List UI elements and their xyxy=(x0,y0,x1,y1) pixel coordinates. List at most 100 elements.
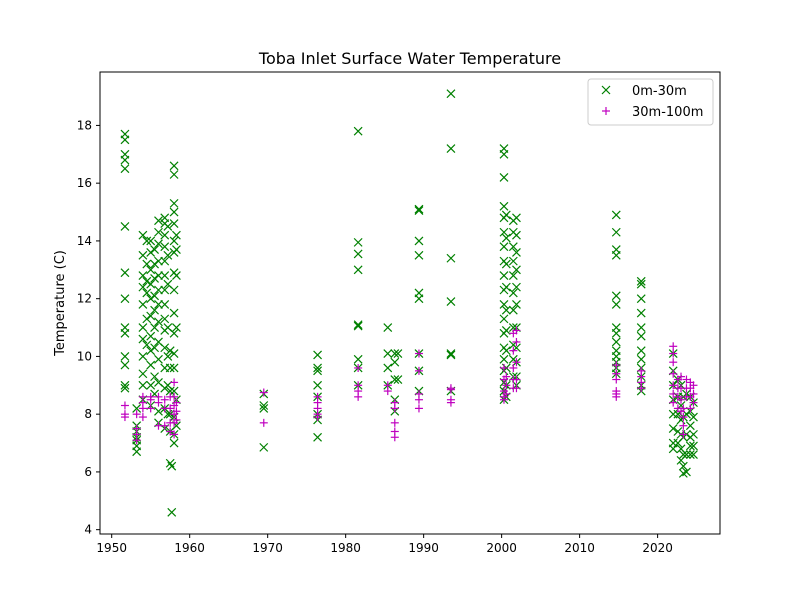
data-point xyxy=(172,323,181,332)
data-point xyxy=(120,413,129,422)
data-point xyxy=(612,392,621,401)
data-point xyxy=(169,349,179,358)
data-point xyxy=(501,210,511,220)
data-point xyxy=(172,245,181,255)
data-point xyxy=(636,276,646,286)
data-point xyxy=(353,265,363,275)
data-point xyxy=(259,403,269,413)
y-tick-label: 4 xyxy=(84,523,92,537)
data-point xyxy=(501,282,511,292)
data-point xyxy=(165,363,175,373)
data-point xyxy=(686,404,695,413)
data-point xyxy=(163,351,173,361)
data-point xyxy=(169,198,179,208)
data-point xyxy=(165,458,175,468)
data-point xyxy=(259,418,268,427)
data-point xyxy=(499,314,509,324)
data-point xyxy=(390,375,400,384)
data-point xyxy=(689,412,698,422)
data-point xyxy=(679,421,688,430)
data-point xyxy=(353,237,363,247)
data-point xyxy=(390,418,399,427)
data-point xyxy=(146,279,156,289)
data-point xyxy=(508,242,518,252)
data-point xyxy=(120,351,130,361)
data-point xyxy=(132,436,141,445)
data-point xyxy=(142,340,152,350)
data-point xyxy=(150,245,160,255)
data-point xyxy=(383,387,392,396)
data-point xyxy=(678,461,688,471)
data-point xyxy=(146,331,156,341)
data-point xyxy=(120,268,130,278)
data-point xyxy=(154,398,163,407)
data-point xyxy=(501,259,511,269)
y-tick-label: 18 xyxy=(77,118,92,132)
data-point xyxy=(414,366,423,375)
data-point xyxy=(172,407,181,416)
data-point xyxy=(154,300,163,309)
data-point xyxy=(313,432,323,442)
data-point xyxy=(611,300,621,309)
data-point xyxy=(313,350,323,360)
data-point xyxy=(354,392,363,401)
data-point xyxy=(142,236,152,246)
data-point xyxy=(499,172,509,182)
data-point xyxy=(689,381,698,390)
data-point xyxy=(383,363,393,373)
data-point xyxy=(611,210,621,220)
data-point xyxy=(682,450,691,460)
data-point xyxy=(138,404,147,413)
data-point xyxy=(636,279,646,289)
data-point xyxy=(689,429,698,439)
data-point xyxy=(150,343,160,353)
data-point xyxy=(160,395,169,404)
data-point xyxy=(669,398,678,407)
data-point xyxy=(636,354,646,364)
data-point xyxy=(502,389,511,398)
x-tick-label: 2010 xyxy=(564,541,595,555)
data-point xyxy=(154,317,163,327)
data-point xyxy=(172,398,181,407)
data-point xyxy=(685,450,695,460)
data-point xyxy=(154,239,163,249)
data-point xyxy=(353,126,363,136)
data-point xyxy=(160,242,170,252)
data-point xyxy=(170,430,179,439)
data-point xyxy=(169,386,179,396)
legend-marker-plus xyxy=(602,107,610,115)
data-point xyxy=(501,326,511,335)
data-point xyxy=(138,334,148,344)
data-point xyxy=(499,271,509,280)
data-point xyxy=(120,222,130,231)
data-point xyxy=(446,144,456,153)
data-point xyxy=(446,297,456,306)
data-point xyxy=(512,358,521,367)
data-point xyxy=(169,438,179,448)
data-point xyxy=(446,89,456,99)
legend-marker-x xyxy=(601,85,611,95)
data-point xyxy=(259,388,268,397)
series-0m-30m xyxy=(120,89,698,517)
data-point xyxy=(390,357,400,367)
data-point xyxy=(169,170,179,179)
data-point xyxy=(501,346,511,356)
data-point xyxy=(669,381,678,390)
data-point xyxy=(120,380,130,390)
data-point xyxy=(677,395,686,404)
data-point xyxy=(165,346,175,356)
data-point xyxy=(170,392,179,401)
data-point xyxy=(313,380,323,390)
data-point xyxy=(120,360,130,370)
data-point xyxy=(170,378,179,387)
data-point xyxy=(172,415,181,424)
data-point xyxy=(146,395,155,404)
data-point xyxy=(138,230,148,240)
data-point xyxy=(499,354,509,364)
x-tick-label: 1980 xyxy=(330,541,361,555)
data-point xyxy=(685,441,695,451)
data-point xyxy=(669,369,678,378)
data-point xyxy=(142,288,152,298)
data-point xyxy=(146,265,156,275)
